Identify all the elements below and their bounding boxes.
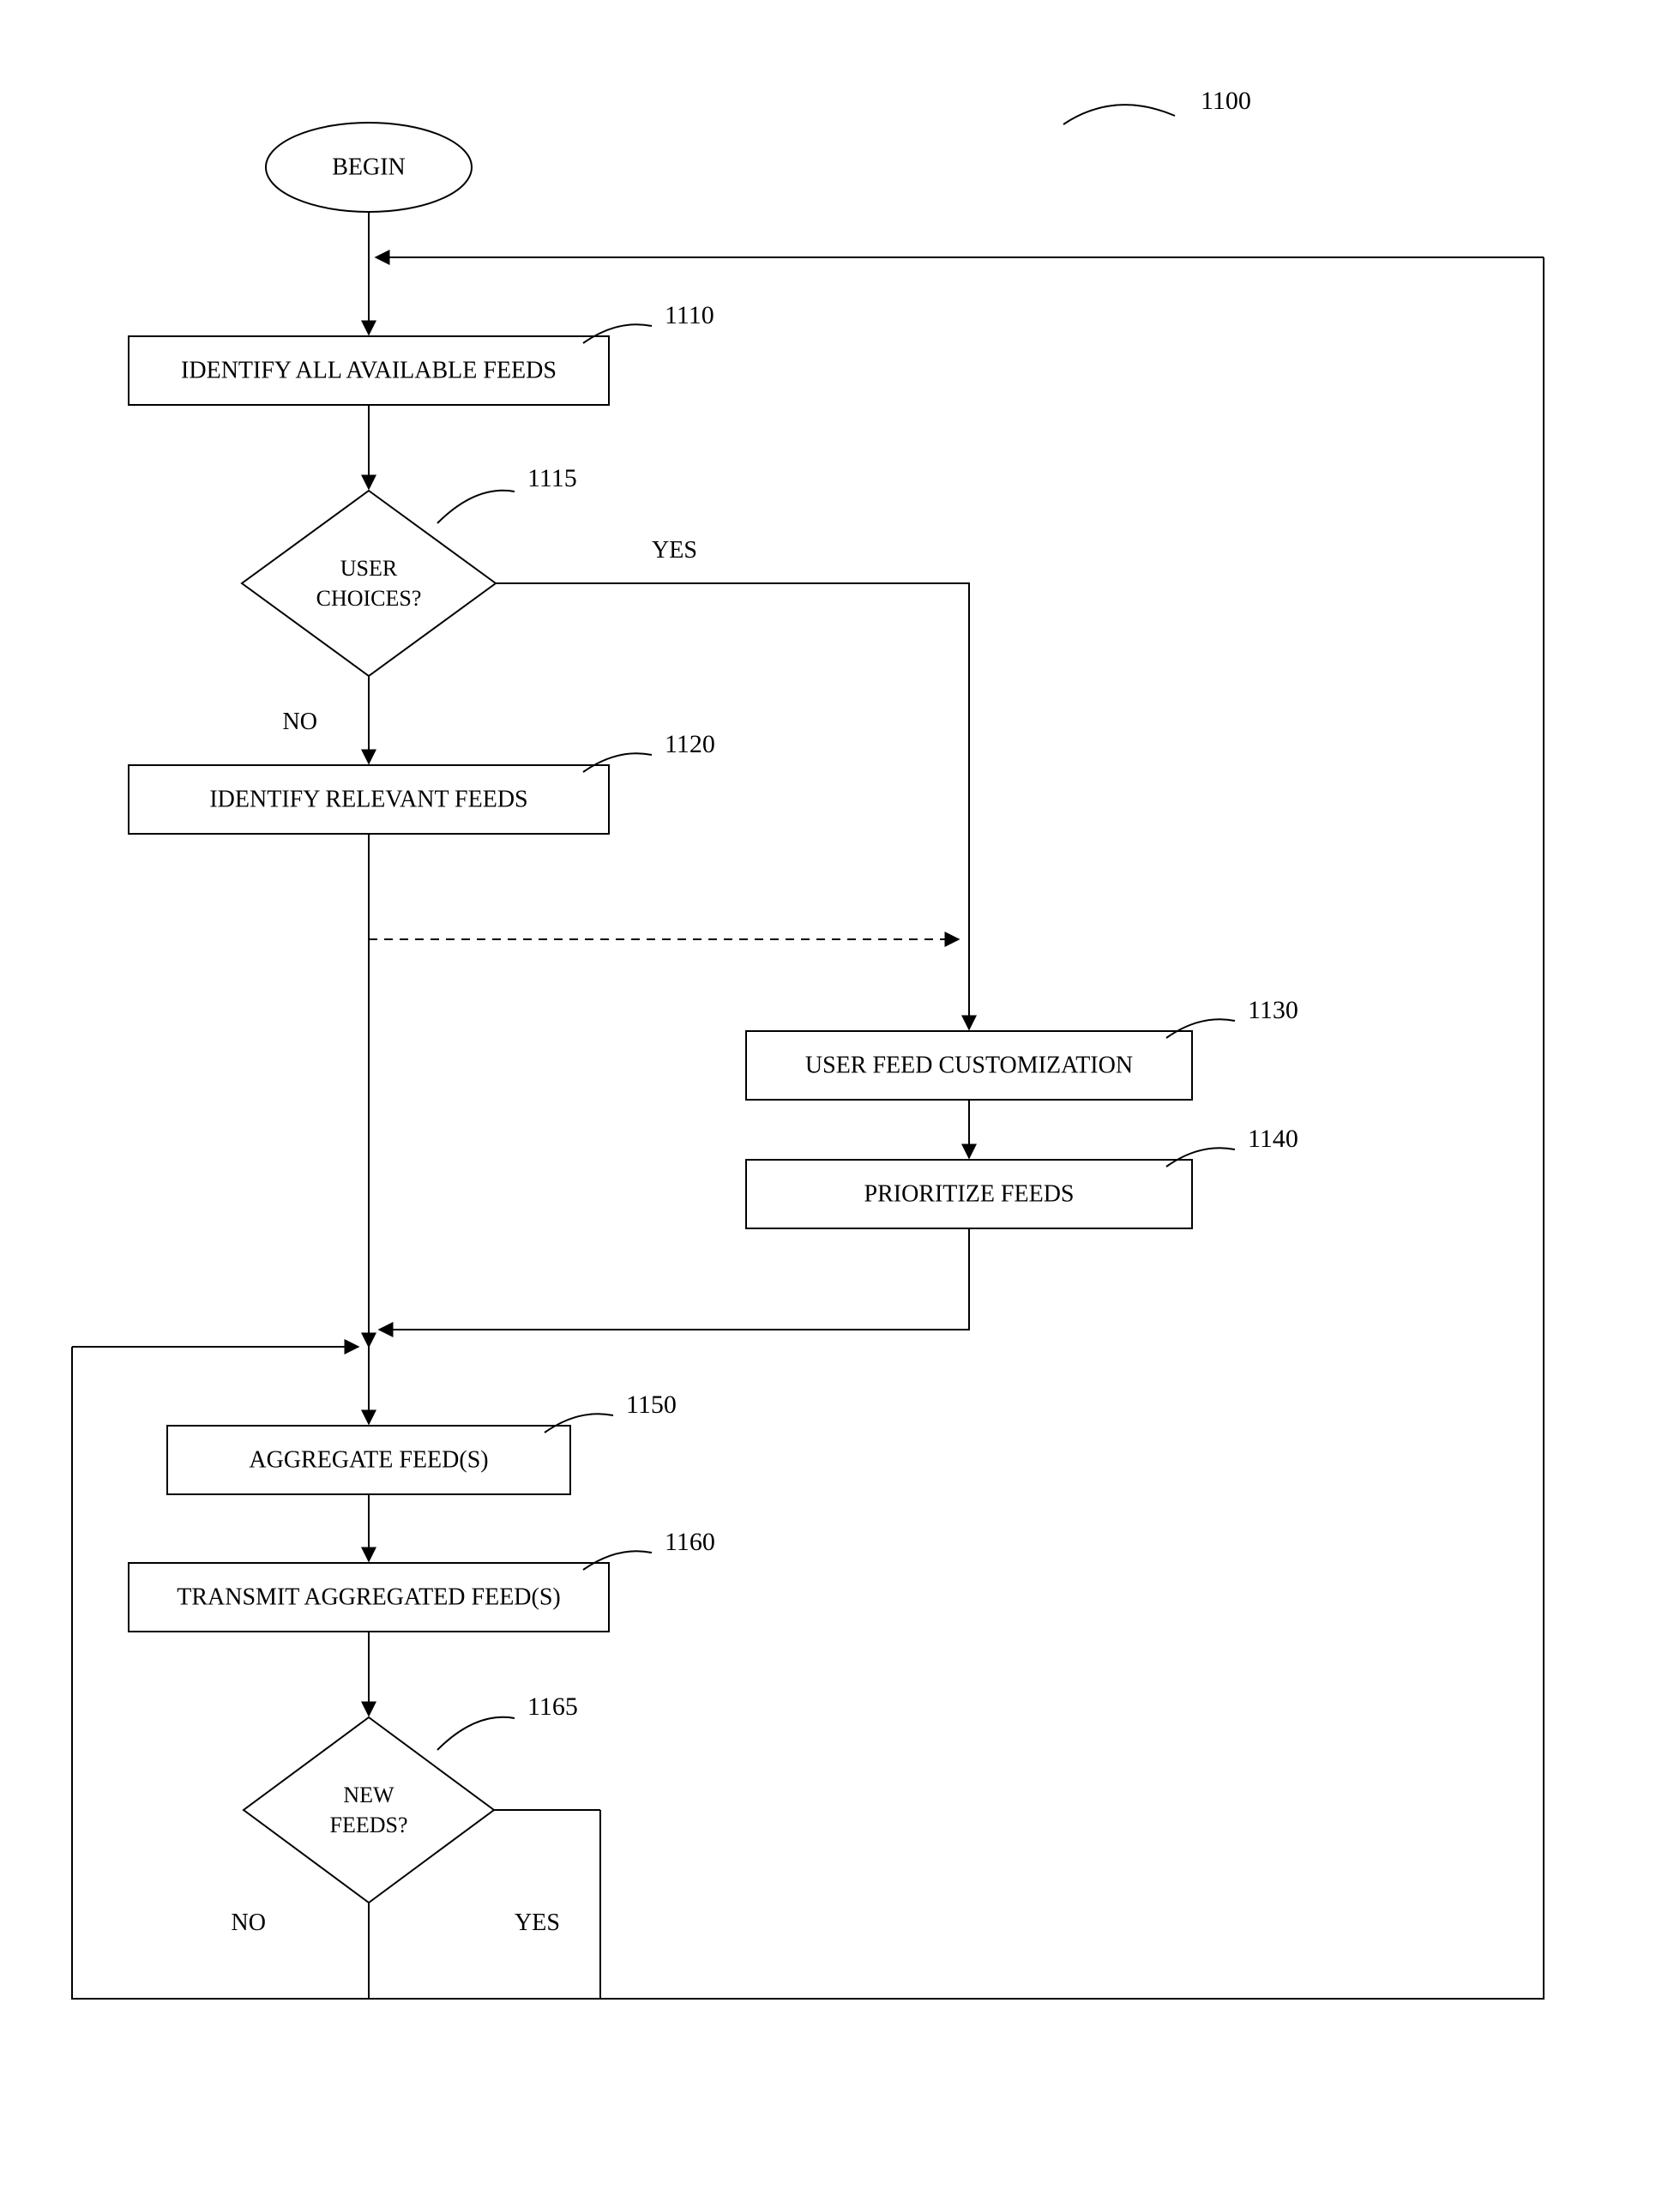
ref-1120: 1120	[665, 730, 715, 758]
begin-label: BEGIN	[332, 154, 406, 180]
node-1165-label-bot: FEEDS?	[330, 1813, 408, 1837]
node-1115-label-bot: CHOICES?	[316, 586, 422, 611]
node-1165-label-top: NEW	[343, 1783, 394, 1807]
node-1120-label: IDENTIFY RELEVANT FEEDS	[209, 786, 527, 812]
edge-1115-no-label: NO	[283, 709, 317, 735]
node-1165	[244, 1717, 494, 1903]
flowchart-diagram: 1100 BEGIN IDENTIFY ALL AVAILABLE FEEDS …	[0, 0, 1680, 2196]
ref-label-1100: 1100	[1201, 87, 1251, 115]
node-1110-label: IDENTIFY ALL AVAILABLE FEEDS	[181, 357, 557, 383]
ref-1150: 1150	[626, 1391, 677, 1419]
ref-1115: 1115	[527, 464, 577, 492]
ref-leader-1115	[437, 491, 515, 523]
edge-no-loop-frame	[72, 257, 1544, 1999]
node-1115	[242, 491, 496, 676]
edge-1165-no-label: NO	[232, 1909, 266, 1936]
ref-1165: 1165	[527, 1692, 578, 1721]
ref-1140: 1140	[1248, 1125, 1298, 1153]
node-1150-label: AGGREGATE FEED(S)	[249, 1446, 488, 1473]
ref-leader-1165	[437, 1717, 515, 1750]
edge-1115-yes-label: YES	[652, 537, 697, 564]
ref-1130: 1130	[1248, 996, 1298, 1024]
node-1130-label: USER FEED CUSTOMIZATION	[805, 1052, 1133, 1078]
node-1115-label-top: USER	[340, 556, 398, 581]
node-1140-label: PRIORITIZE FEEDS	[864, 1180, 1075, 1207]
edge-1165-yes-label: YES	[515, 1909, 560, 1936]
node-1160-label: TRANSMIT AGGREGATED FEED(S)	[177, 1584, 561, 1610]
ref-leader-1100	[1063, 105, 1175, 124]
ref-1160: 1160	[665, 1528, 715, 1556]
edge-1140-merge	[379, 1228, 969, 1330]
ref-1110: 1110	[665, 301, 714, 329]
